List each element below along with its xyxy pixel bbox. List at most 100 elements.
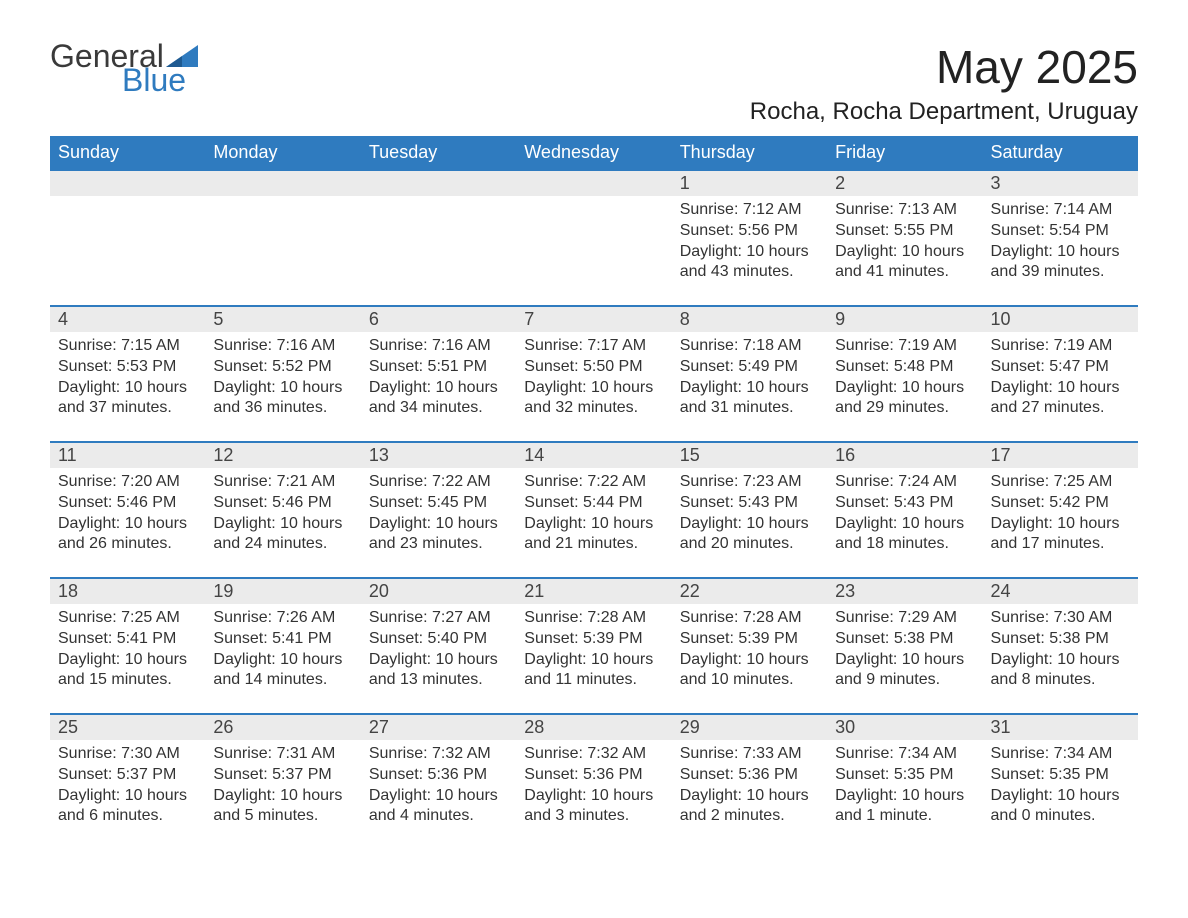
day-number: 1 (672, 170, 827, 196)
day-cell: Sunrise: 7:28 AMSunset: 5:39 PMDaylight:… (672, 604, 827, 714)
day-cell: Sunrise: 7:21 AMSunset: 5:46 PMDaylight:… (205, 468, 360, 578)
location: Rocha, Rocha Department, Uruguay (750, 98, 1138, 126)
sunrise-line: Sunrise: 7:28 AM (524, 608, 663, 629)
day-number: 27 (361, 714, 516, 740)
day-cell: Sunrise: 7:34 AMSunset: 5:35 PMDaylight:… (983, 740, 1138, 850)
sunrise-line: Sunrise: 7:17 AM (524, 336, 663, 357)
day-number: 19 (205, 578, 360, 604)
sunrise-line: Sunrise: 7:26 AM (213, 608, 352, 629)
day-number-row: 45678910 (50, 306, 1138, 332)
day-cell: Sunrise: 7:33 AMSunset: 5:36 PMDaylight:… (672, 740, 827, 850)
sunset-line: Sunset: 5:55 PM (835, 221, 974, 242)
daylight-line: Daylight: 10 hours and 39 minutes. (991, 242, 1130, 284)
daylight-line: Daylight: 10 hours and 23 minutes. (369, 514, 508, 556)
daylight-line: Daylight: 10 hours and 11 minutes. (524, 650, 663, 692)
sunrise-line: Sunrise: 7:23 AM (680, 472, 819, 493)
daylight-line: Daylight: 10 hours and 1 minute. (835, 786, 974, 828)
day-cell: Sunrise: 7:22 AMSunset: 5:44 PMDaylight:… (516, 468, 671, 578)
day-number: 5 (205, 306, 360, 332)
daylight-line: Daylight: 10 hours and 15 minutes. (58, 650, 197, 692)
day-body-row: Sunrise: 7:20 AMSunset: 5:46 PMDaylight:… (50, 468, 1138, 578)
day-number: 30 (827, 714, 982, 740)
empty-cell (205, 170, 360, 196)
daylight-line: Daylight: 10 hours and 0 minutes. (991, 786, 1130, 828)
title-block: May 2025 Rocha, Rocha Department, Urugua… (750, 40, 1138, 126)
day-cell: Sunrise: 7:19 AMSunset: 5:47 PMDaylight:… (983, 332, 1138, 442)
day-number: 13 (361, 442, 516, 468)
day-number: 25 (50, 714, 205, 740)
daylight-line: Daylight: 10 hours and 13 minutes. (369, 650, 508, 692)
sunrise-line: Sunrise: 7:19 AM (835, 336, 974, 357)
sunrise-line: Sunrise: 7:29 AM (835, 608, 974, 629)
day-cell: Sunrise: 7:28 AMSunset: 5:39 PMDaylight:… (516, 604, 671, 714)
day-cell: Sunrise: 7:22 AMSunset: 5:45 PMDaylight:… (361, 468, 516, 578)
sunrise-line: Sunrise: 7:22 AM (369, 472, 508, 493)
sunrise-line: Sunrise: 7:24 AM (835, 472, 974, 493)
day-number: 2 (827, 170, 982, 196)
daylight-line: Daylight: 10 hours and 10 minutes. (680, 650, 819, 692)
day-cell: Sunrise: 7:18 AMSunset: 5:49 PMDaylight:… (672, 332, 827, 442)
day-cell: Sunrise: 7:25 AMSunset: 5:41 PMDaylight:… (50, 604, 205, 714)
day-number: 18 (50, 578, 205, 604)
day-number: 20 (361, 578, 516, 604)
day-cell: Sunrise: 7:16 AMSunset: 5:51 PMDaylight:… (361, 332, 516, 442)
sunset-line: Sunset: 5:38 PM (835, 629, 974, 650)
sunset-line: Sunset: 5:43 PM (835, 493, 974, 514)
sunset-line: Sunset: 5:50 PM (524, 357, 663, 378)
empty-cell (516, 196, 671, 306)
sunrise-line: Sunrise: 7:25 AM (991, 472, 1130, 493)
day-cell: Sunrise: 7:14 AMSunset: 5:54 PMDaylight:… (983, 196, 1138, 306)
day-number: 24 (983, 578, 1138, 604)
sunset-line: Sunset: 5:36 PM (680, 765, 819, 786)
day-cell: Sunrise: 7:27 AMSunset: 5:40 PMDaylight:… (361, 604, 516, 714)
daylight-line: Daylight: 10 hours and 8 minutes. (991, 650, 1130, 692)
day-cell: Sunrise: 7:30 AMSunset: 5:37 PMDaylight:… (50, 740, 205, 850)
sunset-line: Sunset: 5:39 PM (524, 629, 663, 650)
sunset-line: Sunset: 5:41 PM (58, 629, 197, 650)
weekday-header: Saturday (983, 136, 1138, 170)
day-number-row: 123 (50, 170, 1138, 196)
sunrise-line: Sunrise: 7:13 AM (835, 200, 974, 221)
daylight-line: Daylight: 10 hours and 32 minutes. (524, 378, 663, 420)
day-cell: Sunrise: 7:20 AMSunset: 5:46 PMDaylight:… (50, 468, 205, 578)
empty-cell (361, 196, 516, 306)
day-number: 10 (983, 306, 1138, 332)
sunrise-line: Sunrise: 7:20 AM (58, 472, 197, 493)
sunrise-line: Sunrise: 7:25 AM (58, 608, 197, 629)
day-cell: Sunrise: 7:31 AMSunset: 5:37 PMDaylight:… (205, 740, 360, 850)
day-number: 11 (50, 442, 205, 468)
sunset-line: Sunset: 5:46 PM (213, 493, 352, 514)
sunset-line: Sunset: 5:38 PM (991, 629, 1130, 650)
sunset-line: Sunset: 5:47 PM (991, 357, 1130, 378)
sunrise-line: Sunrise: 7:15 AM (58, 336, 197, 357)
logo: General Blue (50, 40, 198, 96)
sunset-line: Sunset: 5:52 PM (213, 357, 352, 378)
sunrise-line: Sunrise: 7:18 AM (680, 336, 819, 357)
daylight-line: Daylight: 10 hours and 5 minutes. (213, 786, 352, 828)
sunset-line: Sunset: 5:53 PM (58, 357, 197, 378)
day-number: 15 (672, 442, 827, 468)
sunset-line: Sunset: 5:40 PM (369, 629, 508, 650)
day-number: 16 (827, 442, 982, 468)
sunset-line: Sunset: 5:35 PM (991, 765, 1130, 786)
daylight-line: Daylight: 10 hours and 2 minutes. (680, 786, 819, 828)
day-cell: Sunrise: 7:13 AMSunset: 5:55 PMDaylight:… (827, 196, 982, 306)
day-cell: Sunrise: 7:29 AMSunset: 5:38 PMDaylight:… (827, 604, 982, 714)
sunset-line: Sunset: 5:56 PM (680, 221, 819, 242)
daylight-line: Daylight: 10 hours and 36 minutes. (213, 378, 352, 420)
daylight-line: Daylight: 10 hours and 26 minutes. (58, 514, 197, 556)
day-number: 22 (672, 578, 827, 604)
sunrise-line: Sunrise: 7:30 AM (58, 744, 197, 765)
calendar-table: SundayMondayTuesdayWednesdayThursdayFrid… (50, 136, 1138, 850)
sunset-line: Sunset: 5:46 PM (58, 493, 197, 514)
sunset-line: Sunset: 5:36 PM (369, 765, 508, 786)
day-number: 4 (50, 306, 205, 332)
sunrise-line: Sunrise: 7:32 AM (369, 744, 508, 765)
month-title: May 2025 (750, 40, 1138, 94)
weekday-header: Monday (205, 136, 360, 170)
day-cell: Sunrise: 7:15 AMSunset: 5:53 PMDaylight:… (50, 332, 205, 442)
sunrise-line: Sunrise: 7:31 AM (213, 744, 352, 765)
day-number: 29 (672, 714, 827, 740)
sunrise-line: Sunrise: 7:32 AM (524, 744, 663, 765)
day-number-row: 25262728293031 (50, 714, 1138, 740)
